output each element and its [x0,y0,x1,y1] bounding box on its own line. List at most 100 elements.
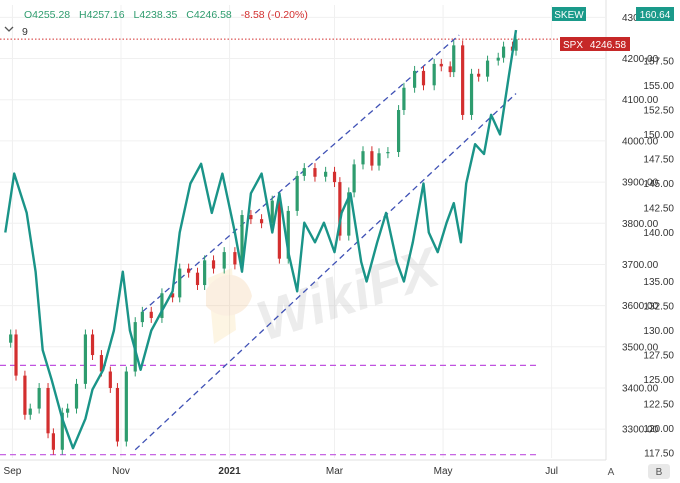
candles-layer [9,34,518,455]
y-left-tick-label: 3700.00 [622,260,659,271]
candle-body [338,182,342,236]
candle-body [370,151,374,166]
y-right-tick-label: 122.50 [643,400,674,411]
candle-body [249,215,253,220]
candle-body [51,433,55,450]
candle-body [461,45,465,115]
ohlc-header: O4255.28 H4257.16 L4238.35 C4246.58 -8.5… [4,9,308,38]
candle-body [295,175,299,211]
candle-body [140,311,144,323]
auto-scale-button[interactable]: A [608,467,615,478]
candle-body [211,260,216,269]
candle-body [178,268,182,298]
x-tick-label: May [434,466,453,477]
candle-body [115,387,120,442]
skew-badge: SKEW 160.64 [552,7,674,21]
candle-body [83,334,88,384]
candle-body [90,334,95,356]
y-right-tick-label: 132.50 [643,302,674,313]
candle-body [386,152,390,154]
axis-buttons: A B [608,464,670,479]
candle-body [485,60,490,77]
candle-body [286,210,290,259]
y-left-tick-label: 3400.00 [622,383,659,394]
y-left-tick-label: 3300.00 [622,425,659,436]
y-right-tick-label: 117.50 [644,449,674,460]
candle-body [195,272,200,286]
candle-body [277,200,281,259]
candle-body [514,39,518,51]
candle-body [448,66,452,73]
y-left-tick-label: 3900.00 [622,178,659,189]
y-right-tick-label: 130.00 [643,326,674,337]
y-left-tick-label: 4200.00 [622,54,659,65]
candle-body [108,371,112,388]
candle-body [432,63,436,86]
candle-body [74,383,79,409]
channel-line [141,34,460,313]
candle-body [452,45,456,73]
candle-body [332,171,337,183]
candle-body [413,70,417,88]
candle-body [501,46,506,58]
y-right-tick-label: 125.00 [643,375,674,386]
skew-series-line [4,29,518,450]
ohlc-close: C4246.58 [186,9,232,21]
skew-badge-label: SKEW [554,10,584,21]
candle-body [28,408,32,415]
indicator-count[interactable]: 9 [22,26,28,38]
candle-body [313,168,317,177]
y-left-tick-label: 4000.00 [622,136,659,147]
candle-body [396,110,401,153]
candle-body [46,387,50,434]
candle-body [259,219,264,224]
y-right-tick-label: 147.50 [643,154,674,165]
candle-body [439,63,443,67]
skew-badge-value: 160.64 [640,10,671,21]
log-scale-button[interactable]: B [656,467,663,478]
spx-badge: SPX 4246.58 [560,37,630,51]
candle-body [421,70,426,86]
spx-badge-label: SPX [563,40,583,51]
candle-body [14,334,18,376]
candle-body [9,334,13,343]
x-tick-label: Nov [112,466,130,477]
candle-body [324,171,328,177]
channel-line [134,93,517,451]
ohlc-open: O4255.28 [24,9,70,21]
candle-body [124,371,128,442]
candle-body [160,293,164,318]
candle-body [352,164,356,193]
ohlc-low: L4238.35 [134,9,178,21]
candle-body [347,192,351,236]
y-left-tick-label: 4100.00 [622,95,659,106]
chevron-down-icon[interactable] [4,26,14,32]
candle-body [377,153,381,166]
x-tick-label: Jul [545,466,558,477]
y-right-tick-label: 135.00 [643,277,674,288]
candle-body [222,252,226,269]
candle-body [60,412,64,450]
wikifx-logo-icon [206,268,252,344]
candle-body [469,73,474,115]
candle-body [149,311,153,318]
candle-body [23,375,27,415]
x-tick-label: Sep [4,466,22,477]
y-left-tick-label: 3600.00 [622,301,659,312]
candle-body [187,268,191,273]
y-right-tick-label: 140.00 [643,228,674,239]
skew-layer [4,29,518,450]
candle-body [99,355,104,372]
x-tick-label: 2021 [218,466,241,477]
candle-body [66,408,70,413]
candle-body [477,73,481,77]
candle-body [203,260,207,286]
y-right-tick-label: 120.00 [643,424,674,435]
y-right-tick-label: 127.50 [643,351,674,362]
candle-body [37,387,41,409]
y-right-tick-label: 142.50 [643,203,674,214]
spx-badge-value: 4246.58 [590,40,627,51]
y-left-tick-label: 3500.00 [622,342,659,353]
